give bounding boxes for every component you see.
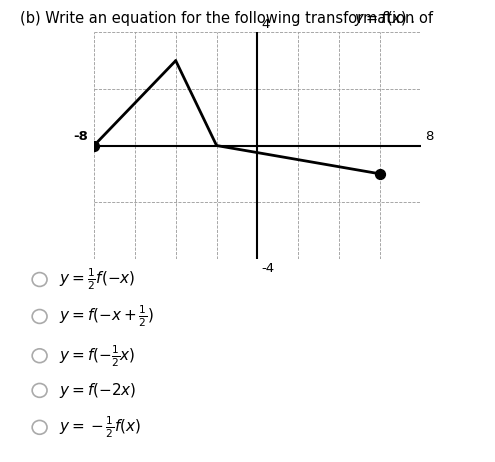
Text: $y = \frac{1}{2}f(-x)$: $y = \frac{1}{2}f(-x)$	[59, 267, 136, 292]
Text: $y = f(-x + \frac{1}{2})$: $y = f(-x + \frac{1}{2})$	[59, 304, 154, 329]
Text: $y = f(-\frac{1}{2}x)$: $y = f(-\frac{1}{2}x)$	[59, 343, 136, 369]
Text: -4: -4	[261, 261, 275, 274]
Point	[90, 142, 98, 149]
Text: $y = f(x)$ .: $y = f(x)$ .	[354, 9, 415, 28]
Text: -8: -8	[73, 130, 88, 143]
Text: (b) Write an equation for the following transformation of: (b) Write an equation for the following …	[20, 11, 442, 26]
Text: 8: 8	[425, 130, 433, 143]
Text: $y = -\frac{1}{2}f(x)$: $y = -\frac{1}{2}f(x)$	[59, 414, 142, 440]
Text: $y = f(-2x)$: $y = f(-2x)$	[59, 381, 137, 400]
Point	[376, 170, 384, 177]
Text: 4: 4	[261, 18, 270, 31]
